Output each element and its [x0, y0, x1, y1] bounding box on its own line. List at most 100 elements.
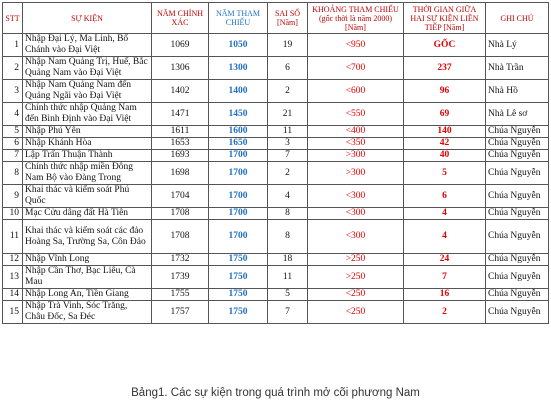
table-row: 3 Nhập Nam Quảng Nam đến Quảng Ngãi vào Đ… — [2, 79, 549, 103]
row-ref-distance: >250 — [307, 265, 404, 289]
table-body: 1 Nhập Đại Lý, Ma Linh, Bố Chánh vào Đại … — [2, 33, 549, 324]
row-note: Chúa Nguyễn — [485, 125, 549, 138]
row-stt: 11 — [2, 219, 23, 254]
row-exact-year: 1653 — [151, 137, 209, 150]
table-row: 1 Nhập Đại Lý, Ma Linh, Bố Chánh vào Đại … — [2, 33, 549, 57]
row-exact-year: 1704 — [151, 184, 209, 208]
row-interval: 24 — [403, 253, 486, 266]
row-stt: 5 — [2, 125, 23, 138]
row-exact-year: 1306 — [151, 56, 209, 80]
row-exact-year: 1755 — [151, 288, 209, 301]
row-ref-distance: <300 — [307, 207, 404, 220]
row-exact-year: 1611 — [151, 125, 209, 138]
row-ref-year: 1050 — [208, 33, 268, 57]
row-interval: 4 — [403, 219, 486, 254]
header-error: SAI SỐ [Năm] — [267, 2, 308, 34]
row-error: 5 — [267, 288, 308, 301]
row-event: Nhập Nam Quảng Trị, Huế, Bắc Quảng Nam v… — [22, 56, 152, 80]
row-ref-year: 1750 — [208, 265, 268, 289]
table-row: 7 Lập Trấn Thuận Thành 1693 1700 7 >300 40 Chúa… — [2, 149, 549, 162]
row-exact-year: 1069 — [151, 33, 209, 57]
row-interval: 42 — [403, 137, 486, 150]
row-stt: 15 — [2, 300, 23, 324]
row-note: Nhà Trần — [485, 56, 549, 80]
row-interval: 40 — [403, 149, 486, 162]
row-note: Chúa Nguyễn — [485, 265, 549, 289]
row-error: 21 — [267, 102, 308, 126]
table-row: 15 Nhập Trà Vinh, Sóc Trăng, Châu Đốc, Sa… — [2, 300, 549, 324]
header-ref-year: NĂM THAM CHIẾU — [208, 2, 268, 34]
row-exact-year: 1732 — [151, 253, 209, 266]
row-ref-distance: >300 — [307, 149, 404, 162]
row-interval: 6 — [403, 184, 486, 208]
row-interval: 16 — [403, 288, 486, 301]
row-error: 19 — [267, 33, 308, 57]
table-caption: Bảng1. Các sự kiện trong quá trình mở cõ… — [131, 387, 420, 399]
table-row: 6 Nhập Khánh Hòa 1653 1650 3 <350 42 Chúa Nguyễ… — [2, 137, 549, 150]
row-ref-year: 1400 — [208, 79, 268, 103]
row-note: Nhà Hồ — [485, 79, 549, 103]
row-stt: 2 — [2, 56, 23, 80]
row-ref-year: 1700 — [208, 149, 268, 162]
row-ref-distance: <400 — [307, 125, 404, 138]
header-event: SỰ KIỆN — [22, 2, 152, 34]
row-ref-year: 1700 — [208, 161, 268, 185]
row-exact-year: 1708 — [151, 219, 209, 254]
table-row: 5 Nhập Phú Yên 1611 1600 11 <400 140 Chúa Nguyễ… — [2, 125, 549, 138]
events-table: STT SỰ KIỆN NĂM CHÍNH XÁC NĂM THAM CHIẾU… — [2, 2, 549, 324]
row-ref-distance: <300 — [307, 184, 404, 208]
row-exact-year: 1739 — [151, 265, 209, 289]
row-interval: 4 — [403, 207, 486, 220]
header-exact-year: NĂM CHÍNH XÁC — [151, 2, 209, 34]
row-event: Nhập Nam Quảng Nam đến Quảng Ngãi vào Đạ… — [22, 79, 152, 103]
row-interval: 237 — [403, 56, 486, 80]
row-ref-year: 1700 — [208, 207, 268, 220]
row-ref-year: 1450 — [208, 102, 268, 126]
row-ref-distance: <250 — [307, 288, 404, 301]
row-stt: 4 — [2, 102, 23, 126]
row-ref-year: 1700 — [208, 184, 268, 208]
row-error: 18 — [267, 253, 308, 266]
row-stt: 13 — [2, 265, 23, 289]
row-note: Chúa Nguyễn — [485, 207, 549, 220]
row-stt: 9 — [2, 184, 23, 208]
row-stt: 7 — [2, 149, 23, 162]
row-event: Mạc Cửu dâng đất Hà Tiên — [22, 207, 152, 220]
row-interval: 7 — [403, 265, 486, 289]
row-interval: 5 — [403, 161, 486, 185]
row-event: Nhập Cần Thơ, Bạc Liêu, Cà Mau — [22, 265, 152, 289]
row-event: Lập Trấn Thuận Thành — [22, 149, 152, 162]
row-exact-year: 1471 — [151, 102, 209, 126]
row-ref-distance: >250 — [307, 253, 404, 266]
row-note: Nhà Lý — [485, 33, 549, 57]
row-ref-year: 1700 — [208, 219, 268, 254]
row-note: Chúa Nguyễn — [485, 184, 549, 208]
row-stt: 8 — [2, 161, 23, 185]
row-note: Nhà Lê sơ — [485, 102, 549, 126]
header-note: GHI CHÚ — [485, 2, 549, 34]
row-stt: 3 — [2, 79, 23, 103]
row-stt: 10 — [2, 207, 23, 220]
row-note: Chúa Nguyễn — [485, 288, 549, 301]
row-ref-year: 1650 — [208, 137, 268, 150]
table-row: 2 Nhập Nam Quảng Trị, Huế, Bắc Quảng Nam … — [2, 56, 549, 80]
row-error: 2 — [267, 161, 308, 185]
row-event: Khai thác và kiểm soát các đảo Hoàng Sa,… — [22, 219, 152, 254]
row-event: Nhập Trà Vinh, Sóc Trăng, Châu Đốc, Sa Đ… — [22, 300, 152, 324]
header-ref-distance: KHOẢNG THAM CHIẾU (gốc thời là năm 2000)… — [307, 2, 404, 34]
row-error: 11 — [267, 265, 308, 289]
row-ref-year: 1300 — [208, 56, 268, 80]
table-row: 4 Chính thức nhập Quảng Nam đến Bình Định… — [2, 102, 549, 126]
header-interval: THỜI GIAN GIỮA HAI SỰ KIỆN LIỀN TIẾP [Nă… — [403, 2, 486, 34]
row-exact-year: 1698 — [151, 161, 209, 185]
row-interval: GỐC — [403, 33, 486, 57]
row-stt: 12 — [2, 253, 23, 266]
row-ref-distance: <350 — [307, 137, 404, 150]
row-interval: 96 — [403, 79, 486, 103]
row-exact-year: 1757 — [151, 300, 209, 324]
row-ref-year: 1600 — [208, 125, 268, 138]
table-row: 9 Khai thác và kiểm soát Phú Quốc 1704 1700… — [2, 184, 549, 208]
row-error: 4 — [267, 184, 308, 208]
header-stt: STT — [2, 2, 23, 34]
row-exact-year: 1402 — [151, 79, 209, 103]
